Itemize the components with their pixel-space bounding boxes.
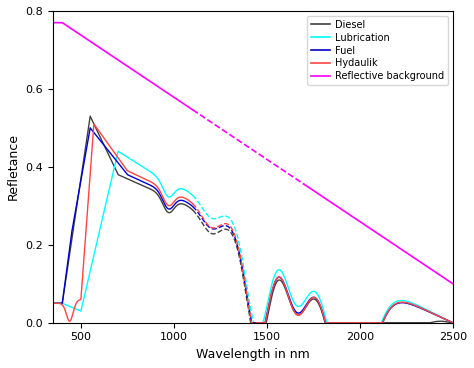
- Legend: Diesel, Lubrication, Fuel, Hydaulik, Reflective background: Diesel, Lubrication, Fuel, Hydaulik, Ref…: [307, 16, 448, 85]
- X-axis label: Wavelength in nm: Wavelength in nm: [196, 348, 310, 361]
- Y-axis label: Refletance: Refletance: [7, 133, 20, 200]
